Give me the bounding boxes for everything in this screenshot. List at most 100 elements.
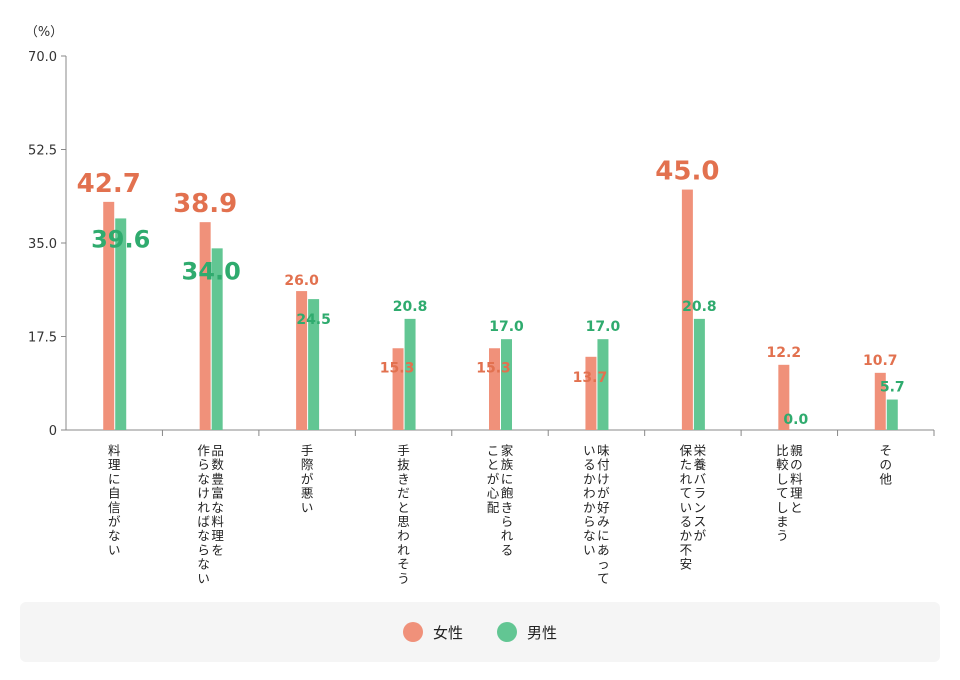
category-label-char: い bbox=[583, 443, 596, 458]
data-label-male: 5.7 bbox=[880, 380, 905, 396]
category-label-char: そ bbox=[880, 443, 893, 458]
category-label-char: れ bbox=[501, 528, 514, 543]
category-label-char: て bbox=[597, 571, 610, 586]
category-label-char: き bbox=[397, 471, 410, 486]
category-label-char: ら bbox=[501, 514, 514, 529]
category-label-char: 理 bbox=[108, 457, 121, 472]
bar-female bbox=[392, 348, 404, 430]
category-label-char: に bbox=[501, 471, 514, 486]
category-label-char: て bbox=[776, 486, 789, 501]
bar-female bbox=[296, 291, 308, 430]
bar-female bbox=[199, 222, 211, 430]
y-tick-label: 0 bbox=[49, 424, 57, 439]
category-label-char: 豊 bbox=[211, 471, 224, 486]
category-label-char: 際 bbox=[301, 457, 314, 472]
category-label-char: 品 bbox=[211, 443, 224, 458]
category-label-char: 較 bbox=[776, 457, 789, 472]
bar-male bbox=[115, 218, 127, 430]
category-label-char: ら bbox=[197, 457, 210, 472]
category-label-char: 養 bbox=[694, 457, 707, 472]
legend-swatch-female bbox=[402, 622, 423, 642]
data-label-female: 15.3 bbox=[380, 360, 415, 376]
category-label-char: わ bbox=[397, 528, 410, 543]
category-label-char: 思 bbox=[397, 514, 410, 529]
category-label-char: 富 bbox=[211, 486, 224, 501]
category-label-char: な bbox=[197, 471, 210, 486]
category-label-char: な bbox=[583, 528, 596, 543]
category-label-char: と bbox=[397, 500, 410, 515]
category-label-char: た bbox=[680, 457, 693, 472]
category-label-char: な bbox=[211, 500, 224, 515]
category-label-char: う bbox=[397, 571, 410, 586]
category-label-char: る bbox=[501, 542, 514, 557]
bar-male bbox=[211, 248, 223, 430]
category-label-char: と bbox=[790, 500, 803, 515]
bar-female bbox=[681, 189, 693, 430]
category-label-char: れ bbox=[197, 500, 210, 515]
bar-male bbox=[501, 339, 512, 430]
category-label-char: 悪 bbox=[301, 486, 314, 501]
data-label-male: 17.0 bbox=[489, 319, 524, 335]
category-label-char: 親 bbox=[790, 443, 803, 458]
category-label-char: 家 bbox=[501, 443, 514, 458]
bar-male bbox=[693, 318, 705, 430]
category-label-char: 栄 bbox=[694, 443, 707, 458]
y-tick-label: 35.0 bbox=[28, 237, 57, 252]
data-label-female: 10.7 bbox=[863, 353, 898, 369]
bar-female bbox=[778, 364, 790, 430]
bar-chart: （%）017.535.052.570.0料理に自信がない品数豊富な料理を作らなけ… bbox=[25, 25, 935, 586]
category-label-char: が bbox=[301, 471, 314, 486]
category-label-char: 手 bbox=[301, 443, 314, 458]
y-tick-label: 52.5 bbox=[28, 144, 57, 159]
category-label-char: 他 bbox=[880, 471, 893, 486]
category-label-char: ラ bbox=[694, 486, 707, 501]
category-label-char: い bbox=[197, 571, 210, 586]
category-label-char: し bbox=[776, 471, 789, 486]
category-label-char: 不 bbox=[680, 542, 693, 557]
category-label-char: い bbox=[108, 542, 121, 557]
category-label-char: 自 bbox=[108, 486, 121, 501]
category-label-char: 信 bbox=[108, 500, 121, 515]
bar-male bbox=[886, 399, 898, 430]
category-label-char: 飽 bbox=[501, 486, 514, 501]
category-label-char: だ bbox=[397, 486, 410, 501]
category-label-char: 料 bbox=[211, 514, 224, 529]
category-label-char: が bbox=[597, 486, 610, 501]
data-label-male: 17.0 bbox=[586, 319, 621, 335]
data-label-male: 0.0 bbox=[783, 412, 808, 428]
bar-male bbox=[308, 299, 320, 430]
category-label-char: 理 bbox=[790, 486, 803, 501]
data-label-male: 39.6 bbox=[91, 225, 150, 253]
category-label-char: の bbox=[880, 457, 893, 472]
y-tick-label: 70.0 bbox=[28, 50, 57, 65]
data-label-female: 15.3 bbox=[476, 360, 511, 376]
category-label-char: そ bbox=[397, 557, 410, 572]
category-label-char: み bbox=[597, 514, 610, 529]
category-label-char: 族 bbox=[501, 457, 514, 472]
category-label-char: 好 bbox=[597, 500, 610, 515]
category-label-char: 比 bbox=[776, 443, 789, 458]
category-label-char: か bbox=[583, 500, 596, 515]
category-label-char: 配 bbox=[487, 500, 500, 515]
category-label-char: ば bbox=[197, 514, 210, 529]
y-tick-label: 17.5 bbox=[28, 331, 57, 346]
category-label-char: の bbox=[790, 457, 803, 472]
category-label-char: る bbox=[583, 457, 596, 472]
category-label-char: る bbox=[680, 514, 693, 529]
category-label-char: い bbox=[583, 542, 596, 557]
legend-item-male: 男性 bbox=[497, 622, 557, 643]
y-unit-label: （%） bbox=[25, 25, 63, 40]
bar-female bbox=[585, 356, 597, 430]
category-label-char: ら bbox=[583, 514, 596, 529]
category-label-char: て bbox=[680, 486, 693, 501]
data-label-female: 42.7 bbox=[77, 169, 141, 199]
category-label-char: に bbox=[108, 471, 121, 486]
data-label-male: 20.8 bbox=[682, 299, 717, 315]
category-label-char: を bbox=[211, 542, 224, 557]
category-label-char: ス bbox=[694, 514, 707, 529]
data-label-male: 24.5 bbox=[296, 312, 331, 328]
category-label-char: け bbox=[597, 471, 610, 486]
category-label-char: い bbox=[301, 500, 314, 515]
category-label-char: 料 bbox=[108, 443, 121, 458]
